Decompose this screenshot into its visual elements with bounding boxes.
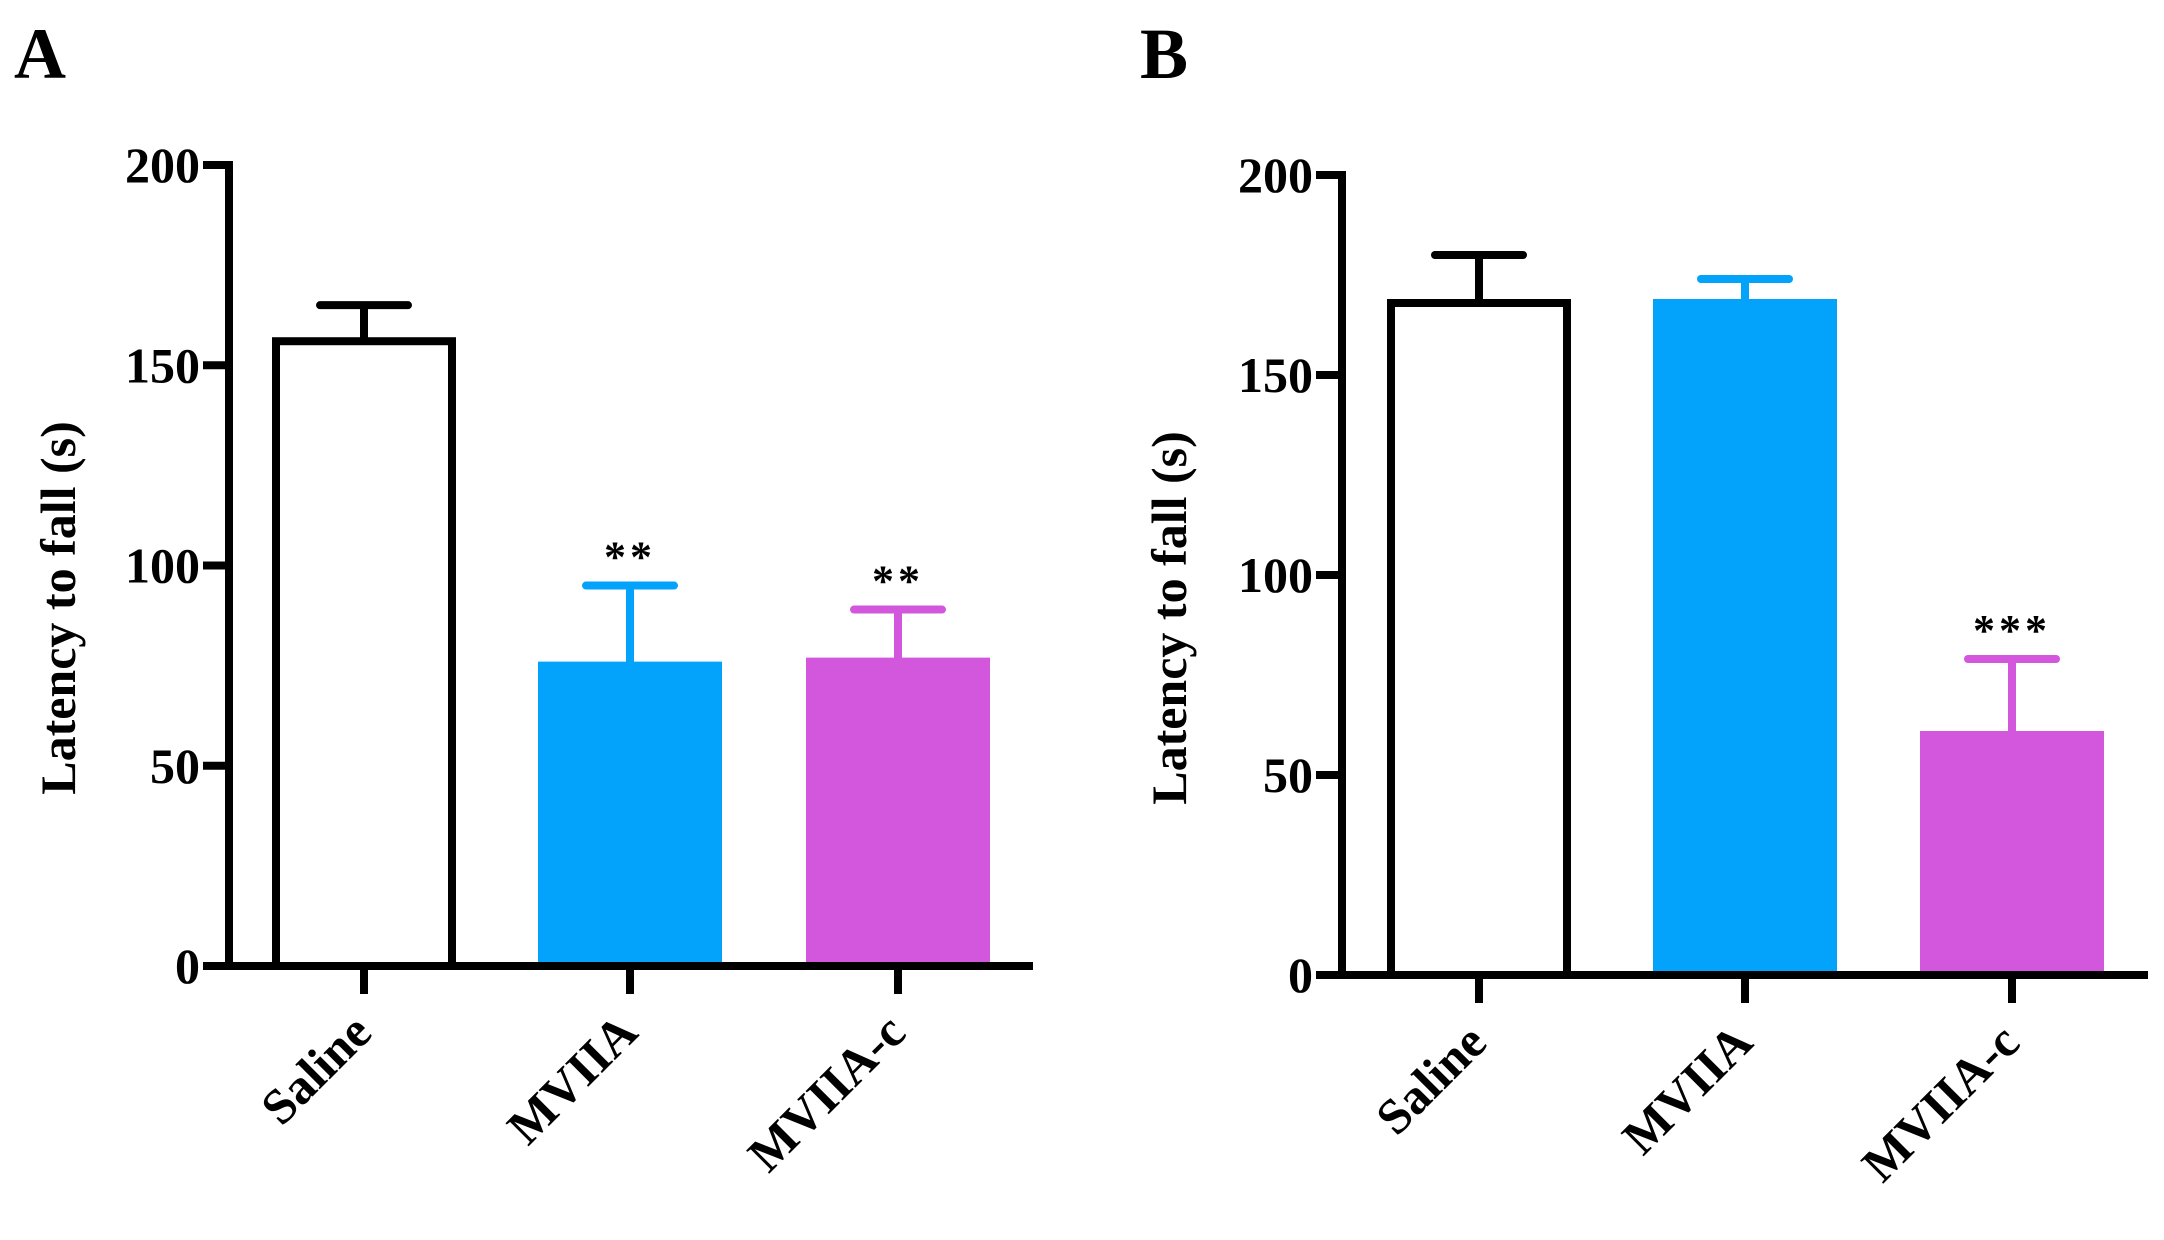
panel-a-marks: Saline ** MVIIA ** MVIIA-c 0 50 100 150 200 <box>125 137 1033 1182</box>
panel-a-y-tick-label: 0 <box>175 938 200 994</box>
panel-a-y-tick-label: 150 <box>125 337 200 393</box>
panel-a-category-label: MVIIA <box>496 1003 648 1155</box>
panel-b-y-tick-label: 200 <box>1238 147 1313 203</box>
panel-a-significance-mviia-c: ** <box>872 557 924 606</box>
panel-a-category-label: Saline <box>250 1003 382 1135</box>
panel-b: B Latency to fall (s) Saline MVIIA *** MVII… <box>1140 14 2148 1192</box>
panel-a-y-axis-title: Latency to fall (s) <box>30 421 86 795</box>
panel-b-y-tick-label: 50 <box>1263 747 1313 803</box>
panel-a-bar-mviia <box>538 661 722 966</box>
panel-a-bar-mviia-c <box>806 657 990 966</box>
panel-a-category-label: MVIIA-c <box>737 1003 916 1182</box>
panel-a-letter: A <box>14 14 66 94</box>
panel-b-category-label: MVIIA-c <box>1851 1013 2030 1192</box>
panel-b-bar-mviia-c <box>1920 731 2104 975</box>
panel-b-bar-mviia <box>1653 299 1837 975</box>
panel-a-y-tick-label: 100 <box>125 538 200 594</box>
panel-b-y-tick-label: 100 <box>1238 547 1313 603</box>
panel-b-category-label: MVIIA <box>1611 1013 1763 1165</box>
panel-a-bar-saline <box>272 337 456 971</box>
panel-b-category-label: Saline <box>1365 1013 1497 1145</box>
panel-a: A Latency to fall (s) Saline ** MVIIA ** MVI… <box>14 14 1033 1182</box>
panel-b-bar-saline <box>1387 299 1571 979</box>
panel-a-y-tick-label: 50 <box>150 738 200 794</box>
panel-b-letter: B <box>1140 14 1188 94</box>
panel-b-y-tick-label: 0 <box>1288 947 1313 1003</box>
panel-b-marks: Saline MVIIA *** MVIIA-c 0 50 100 150 200 <box>1238 147 2148 1192</box>
panel-a-y-tick-label: 200 <box>125 137 200 193</box>
panel-b-y-axis-title: Latency to fall (s) <box>1141 431 1197 805</box>
panel-b-y-tick-label: 150 <box>1238 347 1313 403</box>
panel-a-significance-mviia: ** <box>604 533 656 582</box>
panel-b-significance-mviia-c: *** <box>1973 606 2051 655</box>
